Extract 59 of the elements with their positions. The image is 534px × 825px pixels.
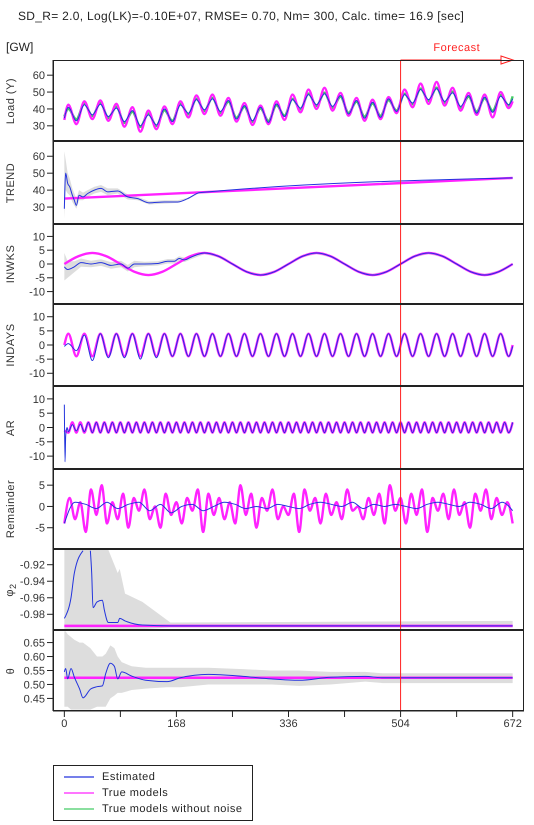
y-axis-title: AR bbox=[5, 419, 17, 436]
y-tick-label: 5 bbox=[38, 245, 45, 258]
y-tick-label: 50 bbox=[32, 168, 45, 180]
y-axis-title: θ bbox=[5, 667, 17, 674]
y-tick-label: -10 bbox=[29, 451, 45, 464]
ref-line-label: Forecast bbox=[433, 42, 480, 54]
text: [GW] bbox=[6, 40, 34, 54]
y-tick-label: 30 bbox=[32, 202, 45, 214]
y-axis-title: Remainder bbox=[5, 480, 17, 538]
y-tick-label: -10 bbox=[29, 368, 45, 380]
y-axis-title: TREND bbox=[5, 162, 17, 203]
y-tick-label: 60 bbox=[32, 70, 45, 82]
y-tick-label: 10 bbox=[32, 394, 45, 406]
y-tick-label: 0.60 bbox=[24, 651, 45, 664]
x-tick-label: 504 bbox=[391, 718, 410, 730]
y-tick-label: -0.94 bbox=[20, 576, 45, 588]
line-series bbox=[63, 80, 514, 133]
y-tick-label: 5 bbox=[38, 408, 45, 420]
y-tick-label: -10 bbox=[29, 286, 45, 298]
y-tick-label: -5 bbox=[35, 272, 45, 285]
y-axis-title: INWKS bbox=[5, 244, 17, 284]
y-tick-label: -0.92 bbox=[20, 560, 45, 572]
x-tick-label: 0 bbox=[61, 718, 68, 730]
line-series bbox=[63, 484, 514, 534]
line-series bbox=[64, 662, 514, 698]
y-tick-label: 5 bbox=[38, 480, 45, 492]
y-tick-label: 50 bbox=[32, 86, 45, 99]
y-tick-label: 5 bbox=[38, 326, 45, 338]
y-tick-label: -5 bbox=[35, 354, 45, 366]
legend-label: True models without noise bbox=[102, 803, 242, 815]
y-tick-label: 0 bbox=[38, 340, 45, 352]
y-tick-label: 0 bbox=[38, 501, 45, 514]
y-tick-label: -0.98 bbox=[20, 609, 45, 622]
line-series bbox=[64, 404, 514, 462]
x-tick-label: 336 bbox=[279, 718, 298, 730]
x-tick-label: 672 bbox=[503, 718, 522, 730]
y-tick-label: 10 bbox=[32, 312, 45, 324]
y-axis-title: Load (Y) bbox=[5, 77, 17, 124]
legend-label: Estimated bbox=[102, 771, 156, 783]
legend-label: True models bbox=[102, 787, 168, 799]
x-tick-label: 168 bbox=[167, 718, 186, 730]
y-tick-label: -0.96 bbox=[20, 592, 45, 605]
y-tick-label: 60 bbox=[32, 151, 45, 164]
line-series bbox=[64, 172, 514, 210]
y-tick-label: 0.55 bbox=[24, 665, 45, 678]
y-tick-label: 0.45 bbox=[24, 693, 45, 706]
y-tick-label: -5 bbox=[35, 436, 45, 449]
y-tick-label: 0 bbox=[38, 258, 45, 271]
y-tick-label: 30 bbox=[32, 120, 45, 133]
chart-title: SD_R= 2.0, Log(LK)=-0.10E+07, RMSE= 0.70, Nm= 300, Calc. time= 16.9 [sec] bbox=[17, 8, 466, 25]
y-tick-label: 40 bbox=[32, 185, 45, 198]
y-tick-label: 0.65 bbox=[24, 637, 45, 650]
y-tick-label: 10 bbox=[32, 231, 45, 244]
line-series bbox=[64, 502, 514, 524]
y-tick-label: 40 bbox=[32, 104, 45, 116]
y-axis-title: INDAYS bbox=[5, 323, 17, 367]
y-tick-label: 0 bbox=[38, 422, 45, 434]
y-tick-label: -5 bbox=[35, 522, 45, 535]
y-tick-label: 0.50 bbox=[24, 679, 45, 692]
